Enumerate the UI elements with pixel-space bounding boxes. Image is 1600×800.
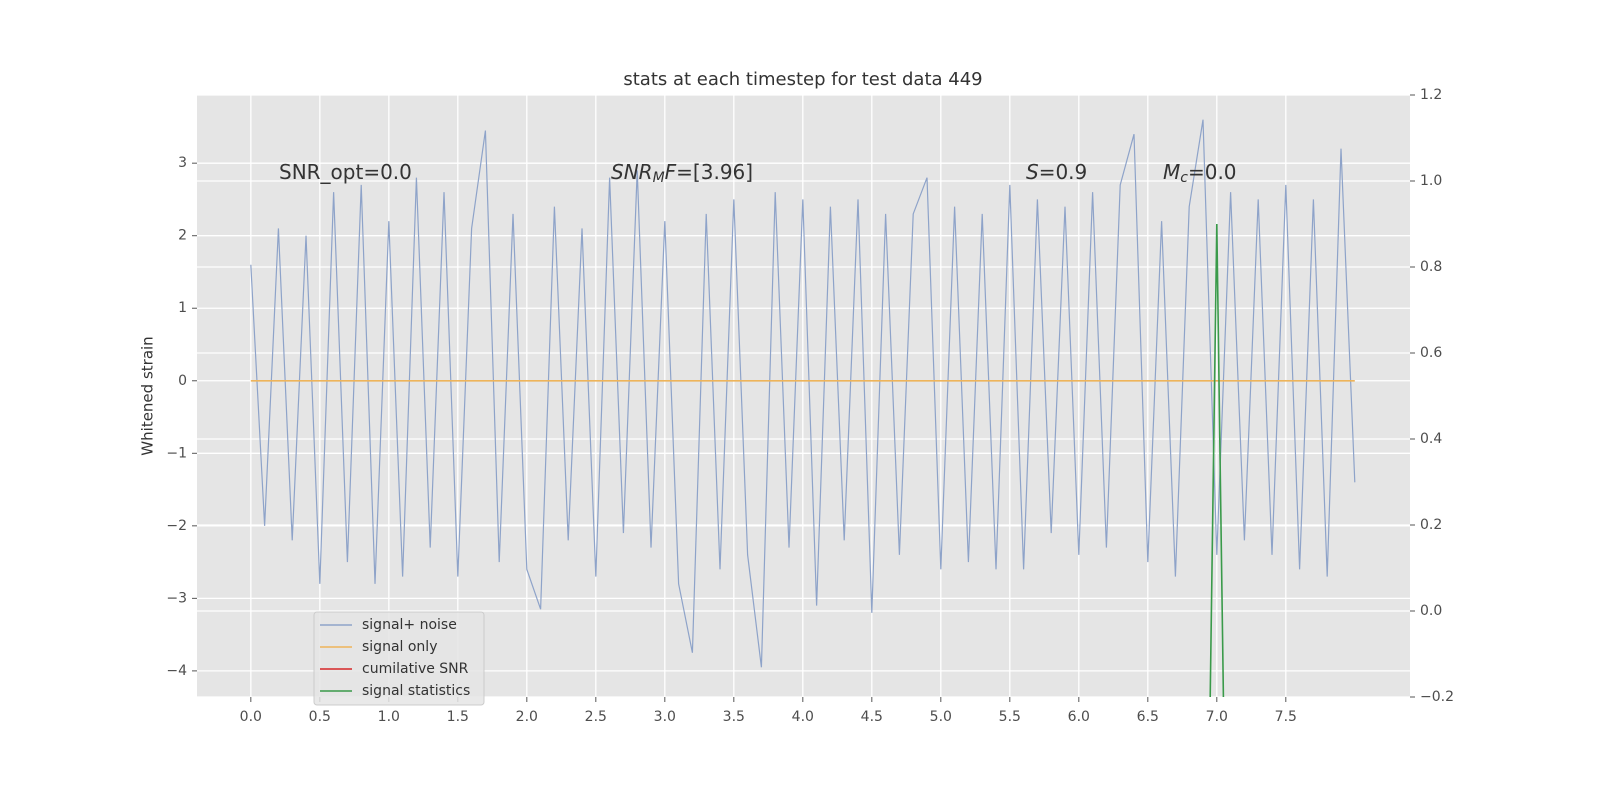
annotation-part: M [1163,160,1180,184]
annotation: SNRMF=[3.96] [611,160,753,187]
x-tick-label: 6.5 [1137,709,1159,725]
x-tick-label: 2.0 [516,709,538,725]
annotation-part: c [1180,170,1188,186]
y2-tick-label: 0.4 [1420,431,1442,447]
x-tick-label: 7.5 [1275,709,1297,725]
y-tick-label: 1 [178,300,187,316]
annotation-part: M [653,170,665,186]
annotation: Mc=0.0 [1163,160,1237,187]
y-tick-label: −4 [166,663,187,679]
y-tick-label: 0 [178,373,187,389]
x-tick-label: 6.0 [1068,709,1090,725]
x-tick-label: 7.0 [1206,709,1228,725]
x-tick-label: 2.5 [585,709,607,725]
annotation: SNR_opt=0.0 [279,160,412,184]
annotation-part: =[3.96] [676,160,753,184]
annotation: S=0.9 [1026,160,1087,184]
annotation-part: =0.9 [1039,160,1088,184]
y2-tick-label: −0.2 [1420,689,1454,705]
y2-tick-label: 0.8 [1420,259,1442,275]
legend-label: signal+ noise [362,617,457,633]
x-tick-label: 5.5 [999,709,1021,725]
legend-box [313,611,485,706]
x-tick-label: 3.5 [723,709,745,725]
y2-tick-label: 0.2 [1420,517,1442,533]
x-tick-label: 1.0 [378,709,400,725]
annotation-part: SNR [611,160,653,184]
y2-tick-label: 0.6 [1420,345,1442,361]
annotation-part: F [665,160,677,184]
y2-tick-label: 1.0 [1420,173,1442,189]
y-tick-label: −2 [166,518,187,534]
y-tick-label: −1 [166,445,187,461]
marks [250,119,1356,697]
y-tick-label: 3 [178,155,187,171]
legend-label: signal only [362,639,437,655]
x-tick-label: 4.5 [861,709,883,725]
y-axis-label: Whitened strain [139,336,157,455]
plot-area [197,95,1410,697]
annotation-part: =0.0 [1188,160,1237,184]
y-tick-label: −3 [166,590,187,606]
x-tick-label: 4.0 [792,709,814,725]
annotation-part: SNR_opt=0.0 [279,160,412,184]
x-tick-label: 5.0 [930,709,952,725]
x-tick-label: 3.0 [654,709,676,725]
legend-label: cumilative SNR [362,661,469,677]
series-line [1209,223,1225,697]
y2-tick-label: 1.2 [1420,87,1442,103]
x-tick-label: 1.5 [447,709,469,725]
legend-label: signal statistics [362,683,470,699]
x-tick-label: 0.0 [240,709,262,725]
annotation-part: S [1026,160,1039,184]
y2-tick-label: 0.0 [1420,603,1442,619]
series-line [250,119,1356,668]
y-tick-label: 2 [178,228,187,244]
x-tick-label: 0.5 [309,709,331,725]
labels: 0.0 0.5 1.0 1.5 2.0 2.5 3.0 3.5 4.0 4.5 5.0 5.5 6.0 6… [166,87,1454,725]
chart-title: stats at each timestep for test data 449 [623,69,982,90]
